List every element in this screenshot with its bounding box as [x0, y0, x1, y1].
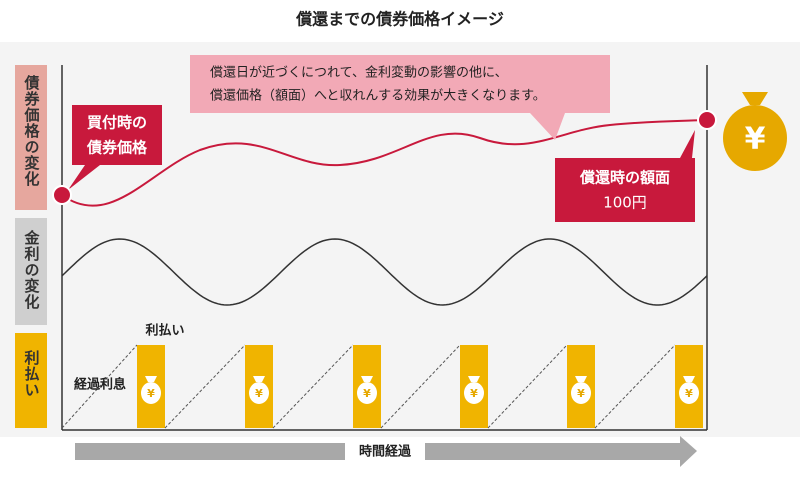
accrual-line [61, 344, 138, 429]
bag-top [468, 376, 480, 382]
redemption-callout [555, 130, 695, 222]
row-label: 金利の変化 [23, 229, 41, 310]
bag-body [464, 382, 484, 404]
accrual-line [487, 344, 568, 429]
bag-top [253, 376, 265, 382]
price-dot [52, 185, 72, 205]
time-label: 時間経過 [359, 444, 412, 460]
row-label-box [15, 333, 47, 428]
callout-text: 買付時の [87, 114, 147, 132]
title: 償還までの債券価格イメージ [295, 10, 504, 29]
note-callout [190, 55, 610, 140]
payment-label: 利払い [145, 323, 184, 339]
accrual-line [164, 344, 246, 429]
row-label: 債券価格の変化 [23, 74, 41, 187]
row-label: 利払い [23, 349, 41, 398]
time-label-bg [345, 442, 425, 461]
bag-body [249, 382, 269, 404]
interest-wave [61, 238, 708, 306]
yen-symbol: ¥ [470, 387, 478, 400]
time-arrow-head [680, 436, 697, 467]
yen-symbol: ¥ [745, 122, 766, 157]
accrual-line [380, 344, 461, 429]
accrual-line [272, 344, 354, 429]
purchase-callout [68, 105, 162, 190]
callout-text: 償還時の額面 [579, 169, 670, 187]
bag-body [679, 382, 699, 404]
bag-top [683, 376, 695, 382]
big-yen-bag: ¥ [723, 92, 787, 171]
bag-body [357, 382, 377, 404]
yen-symbol: ¥ [577, 387, 585, 400]
yen-symbol: ¥ [685, 387, 693, 400]
yen-symbol: ¥ [147, 387, 155, 400]
note-text: 償還価格（額面）へと収れんする効果が大きくなります。 [210, 88, 546, 104]
accrual-line [594, 344, 676, 429]
bag-top [575, 376, 587, 382]
price-dot [697, 110, 717, 130]
bag-body [141, 382, 161, 404]
callout-text: 100円 [603, 194, 647, 212]
accrued-label: 経過利息 [74, 377, 126, 393]
note-text: 償還日が近づくにつれて、金利変動の影響の他に、 [210, 65, 508, 81]
bag-body [571, 382, 591, 404]
bag-top [361, 376, 373, 382]
row-label-box [15, 65, 47, 210]
price-curve [61, 119, 708, 207]
bag-top [145, 376, 157, 382]
yen-symbol: ¥ [363, 387, 371, 400]
row-label-box [15, 218, 47, 325]
callout-text: 債券価格 [86, 139, 148, 157]
yen-symbol: ¥ [255, 387, 263, 400]
